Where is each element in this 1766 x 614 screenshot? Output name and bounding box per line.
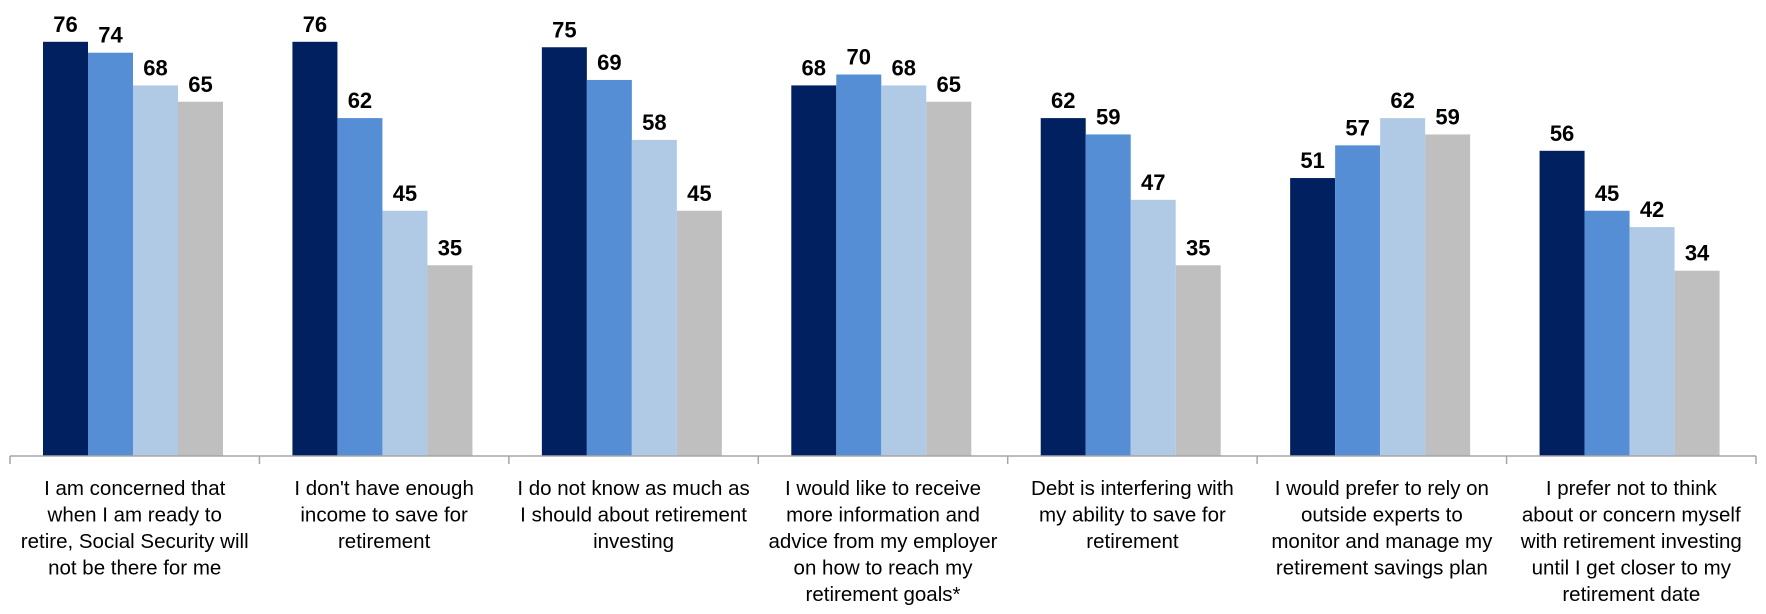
- bar-series-4-category-2: [427, 265, 473, 456]
- value-label-series-3-category-2: 45: [393, 181, 417, 206]
- category-label-line: I prefer not to think: [1546, 477, 1718, 500]
- bar-series-3-category-5: [1130, 199, 1176, 456]
- value-label-series-2-category-2: 62: [348, 88, 372, 113]
- value-label-series-4-category-5: 35: [1186, 235, 1210, 260]
- bar-series-1-category-7: [1539, 150, 1585, 457]
- bar-series-1-category-1: [43, 41, 88, 457]
- value-label-series-2-category-7: 45: [1595, 181, 1619, 206]
- bar-series-2-category-5: [1085, 134, 1131, 456]
- category-label-line: investing: [593, 530, 674, 553]
- value-label-series-3-category-6: 62: [1390, 88, 1414, 113]
- bar-series-4-category-5: [1175, 265, 1221, 456]
- x-axis: [9, 455, 1757, 464]
- bar-series-4-category-6: [1425, 134, 1471, 456]
- bar-series-4-category-3: [676, 210, 722, 456]
- bar-series-3-category-3: [631, 139, 677, 456]
- value-label-series-2-category-5: 59: [1096, 104, 1120, 129]
- category-label-line: on how to reach my: [794, 557, 974, 580]
- value-label-series-1-category-2: 76: [303, 12, 327, 37]
- category-label-line: retirement date: [1562, 583, 1700, 606]
- category-label-line: Debt is interfering with: [1031, 477, 1234, 500]
- bar-series-3-category-7: [1629, 227, 1675, 456]
- value-label-series-3-category-5: 47: [1141, 170, 1165, 195]
- value-label-series-1-category-1: 76: [53, 12, 77, 37]
- category-label-line: income to save for: [300, 504, 468, 527]
- category-label-line: retire, Social Security will: [21, 530, 249, 553]
- bar-series-4-category-7: [1674, 270, 1720, 456]
- category-label-line: retirement: [1086, 530, 1179, 553]
- bar-series-3-category-2: [382, 210, 428, 456]
- category-label-line: more information and: [786, 504, 980, 527]
- value-label-series-3-category-1: 68: [143, 55, 167, 80]
- value-label-series-1-category-6: 51: [1300, 148, 1324, 173]
- bar-series-2-category-1: [88, 52, 133, 456]
- bar-series-1-category-3: [541, 47, 587, 456]
- category-label-line: I should about retirement: [520, 504, 747, 527]
- category-label-2: I don't have enough income to save for ret…: [294, 477, 473, 553]
- bars-layer: [43, 41, 1720, 457]
- value-label-series-4-category-1: 65: [188, 72, 212, 97]
- category-label-1: I am concerned that when I am ready to ret…: [21, 477, 249, 580]
- bar-series-2-category-6: [1335, 145, 1381, 456]
- category-label-6: I would prefer to rely on outside experts…: [1271, 477, 1493, 580]
- category-label-line: I don't have enough: [294, 477, 473, 500]
- value-label-series-1-category-7: 56: [1550, 121, 1574, 146]
- bar-series-2-category-4: [836, 74, 882, 456]
- category-label-5: Debt is interfering with my ability to sa…: [1031, 477, 1234, 553]
- bar-series-3-category-6: [1380, 118, 1426, 456]
- category-labels-layer: I am concerned that when I am ready to ret…: [21, 477, 1742, 606]
- category-label-line: when I am ready to: [47, 504, 222, 527]
- category-label-line: retirement goals*: [806, 583, 961, 606]
- value-label-series-1-category-5: 62: [1051, 88, 1075, 113]
- bar-series-1-category-6: [1290, 178, 1336, 457]
- value-label-series-4-category-4: 65: [937, 72, 961, 97]
- category-label-line: with retirement investing: [1520, 530, 1742, 553]
- value-label-series-3-category-4: 68: [892, 55, 916, 80]
- value-label-series-4-category-3: 45: [687, 181, 711, 206]
- value-label-series-1-category-4: 68: [802, 55, 826, 80]
- value-label-series-4-category-7: 34: [1685, 241, 1710, 266]
- category-label-line: I am concerned that: [44, 477, 225, 500]
- category-label-line: until I get closer to my: [1532, 557, 1732, 580]
- value-label-series-2-category-4: 70: [847, 45, 871, 70]
- value-label-series-4-category-2: 35: [438, 235, 462, 260]
- category-label-line: I do not know as much as: [517, 477, 749, 500]
- category-label-line: about or concern myself: [1522, 504, 1741, 527]
- bar-series-4-category-4: [926, 101, 972, 456]
- value-label-series-3-category-7: 42: [1640, 197, 1664, 222]
- category-label-line: I would prefer to rely on: [1275, 477, 1489, 500]
- category-label-line: retirement: [338, 530, 431, 553]
- category-label-line: monitor and manage my: [1271, 530, 1493, 553]
- category-label-7: I prefer not to think about or concern my…: [1520, 477, 1742, 606]
- bar-series-1-category-5: [1040, 118, 1086, 456]
- bar-series-2-category-3: [586, 79, 632, 456]
- category-label-line: retirement savings plan: [1276, 557, 1488, 580]
- bar-series-3-category-1: [133, 85, 178, 457]
- category-label-line: not be there for me: [48, 557, 221, 580]
- bar-series-4-category-1: [178, 101, 223, 456]
- category-label-line: my ability to save for: [1039, 504, 1226, 527]
- bar-series-1-category-2: [292, 41, 338, 457]
- value-labels-layer: 76 74 68 65 76 62 45 35 75 69 58 45 68 70 68 65 62 59 47 35…: [53, 12, 1710, 266]
- bar-series-3-category-4: [881, 85, 927, 457]
- category-label-line: I would like to receive: [785, 477, 981, 500]
- value-label-series-2-category-1: 74: [98, 23, 123, 48]
- category-label-3: I do not know as much as I should about r…: [517, 477, 749, 553]
- value-label-series-2-category-3: 69: [597, 50, 621, 75]
- bar-series-2-category-2: [337, 118, 383, 456]
- value-label-series-1-category-3: 75: [552, 17, 576, 42]
- value-label-series-4-category-6: 59: [1435, 104, 1459, 129]
- bar-series-1-category-4: [791, 85, 837, 457]
- value-label-series-3-category-3: 58: [642, 110, 666, 135]
- value-label-series-2-category-6: 57: [1345, 115, 1369, 140]
- category-label-4: I would like to receive more information …: [769, 477, 998, 606]
- category-label-line: outside experts to: [1301, 504, 1463, 527]
- category-label-line: advice from my employer: [769, 530, 998, 553]
- bar-series-2-category-7: [1584, 210, 1630, 456]
